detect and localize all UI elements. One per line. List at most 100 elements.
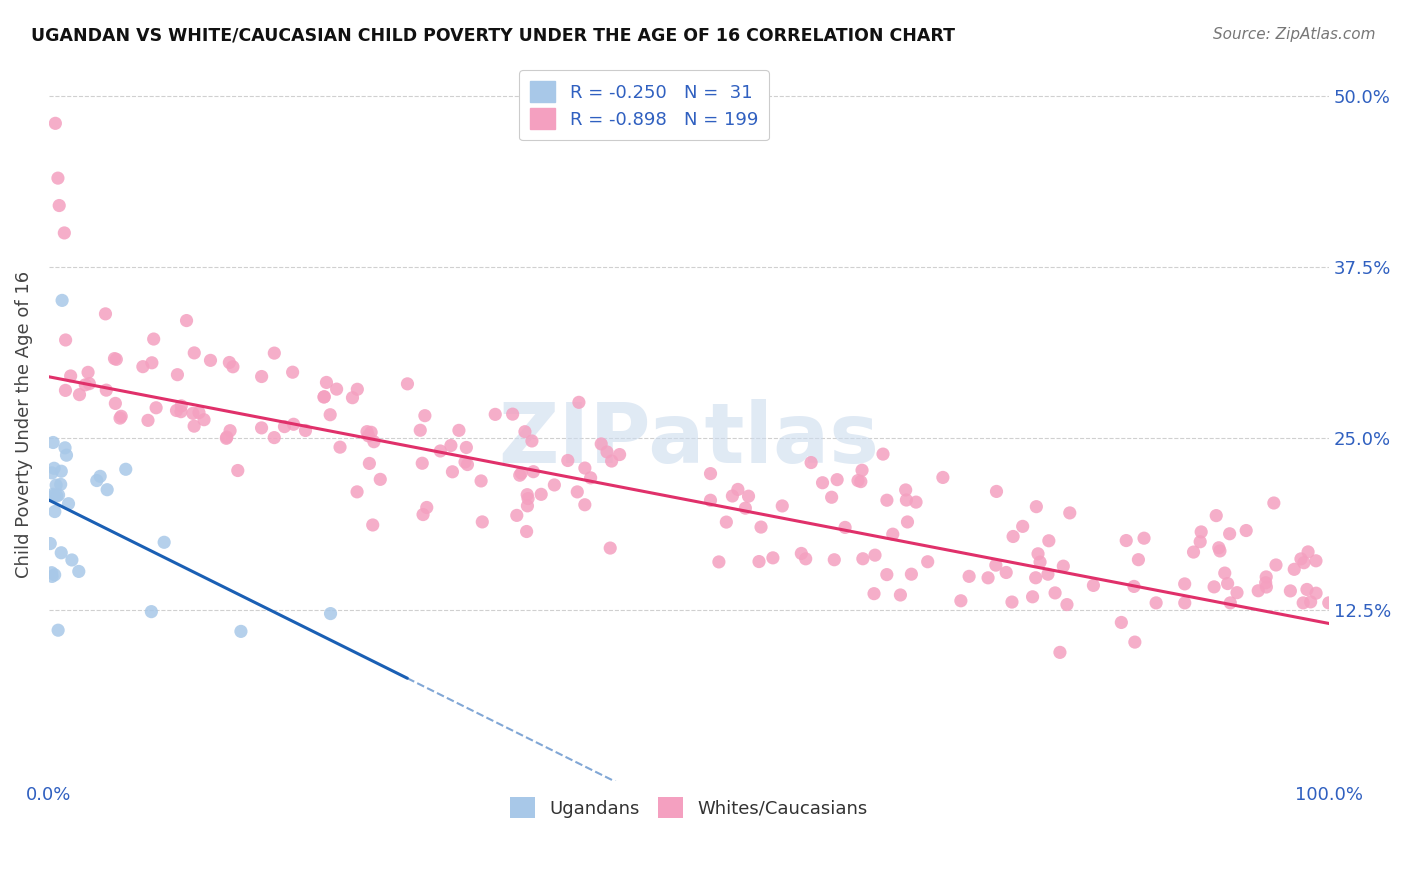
Point [834, 520, 856, 534]
Point [41, 466, 63, 480]
Point [917, 555, 939, 569]
Point [470, 474, 492, 488]
Point [41, 569, 63, 583]
Point [1305, 586, 1327, 600]
Point [516, 488, 538, 502]
Point [1056, 598, 1078, 612]
Point [359, 457, 381, 471]
Point [263, 346, 285, 360]
Point [46, 171, 69, 186]
Point [456, 458, 478, 472]
Point [281, 365, 304, 379]
Point [737, 489, 759, 503]
Point [170, 399, 193, 413]
Point [896, 515, 918, 529]
Point [55, 448, 77, 462]
Point [894, 483, 917, 497]
Point [863, 587, 886, 601]
Point [1174, 596, 1197, 610]
Point [51, 464, 73, 478]
Point [905, 495, 928, 509]
Point [250, 369, 273, 384]
Point [368, 472, 391, 486]
Point [51, 293, 73, 308]
Point [429, 444, 451, 458]
Point [96, 383, 118, 397]
Point [329, 440, 352, 454]
Point [1289, 552, 1312, 566]
Point [516, 524, 538, 539]
Point [315, 376, 337, 390]
Point [1026, 547, 1049, 561]
Point [574, 498, 596, 512]
Point [1265, 558, 1288, 572]
Point [51, 546, 73, 560]
Point [53, 226, 76, 240]
Point [200, 353, 222, 368]
Point [825, 473, 848, 487]
Point [568, 395, 591, 409]
Point [1043, 586, 1066, 600]
Point [136, 413, 159, 427]
Point [1317, 596, 1340, 610]
Point [454, 455, 477, 469]
Y-axis label: Child Poverty Under the Age of 16: Child Poverty Under the Age of 16 [15, 271, 32, 578]
Point [447, 423, 470, 437]
Point [360, 425, 382, 440]
Point [522, 465, 544, 479]
Point [312, 390, 335, 404]
Point [1025, 500, 1047, 514]
Point [1029, 555, 1052, 569]
Point [215, 430, 238, 444]
Point [396, 376, 419, 391]
Point [846, 474, 869, 488]
Point [314, 390, 336, 404]
Point [977, 571, 1000, 585]
Point [170, 405, 193, 419]
Point [600, 454, 623, 468]
Point [412, 508, 434, 522]
Point [215, 431, 238, 445]
Point [506, 508, 529, 523]
Point [1226, 585, 1249, 599]
Point [727, 483, 749, 497]
Point [1059, 506, 1081, 520]
Point [44, 504, 66, 518]
Point [141, 356, 163, 370]
Point [1284, 562, 1306, 576]
Point [166, 368, 188, 382]
Point [1002, 529, 1025, 543]
Point [59, 368, 82, 383]
Point [413, 409, 436, 423]
Point [596, 445, 619, 459]
Point [229, 624, 252, 639]
Point [896, 493, 918, 508]
Point [89, 469, 111, 483]
Point [416, 500, 439, 515]
Point [510, 466, 533, 480]
Point [1254, 575, 1277, 590]
Point [440, 438, 463, 452]
Point [609, 448, 631, 462]
Point [346, 382, 368, 396]
Point [932, 470, 955, 484]
Point [114, 462, 136, 476]
Text: UGANDAN VS WHITE/CAUCASIAN CHILD POVERTY UNDER THE AGE OF 16 CORRELATION CHART: UGANDAN VS WHITE/CAUCASIAN CHILD POVERTY… [31, 27, 955, 45]
Point [574, 461, 596, 475]
Point [42, 435, 65, 450]
Point [502, 407, 524, 421]
Point [1036, 567, 1059, 582]
Point [1038, 533, 1060, 548]
Point [876, 493, 898, 508]
Point [1123, 579, 1146, 593]
Point [46, 624, 69, 638]
Point [1256, 570, 1278, 584]
Point [1025, 571, 1047, 585]
Point [986, 484, 1008, 499]
Point [45, 489, 67, 503]
Point [1216, 576, 1239, 591]
Point [852, 551, 875, 566]
Point [86, 474, 108, 488]
Point [108, 411, 131, 425]
Point [599, 541, 621, 555]
